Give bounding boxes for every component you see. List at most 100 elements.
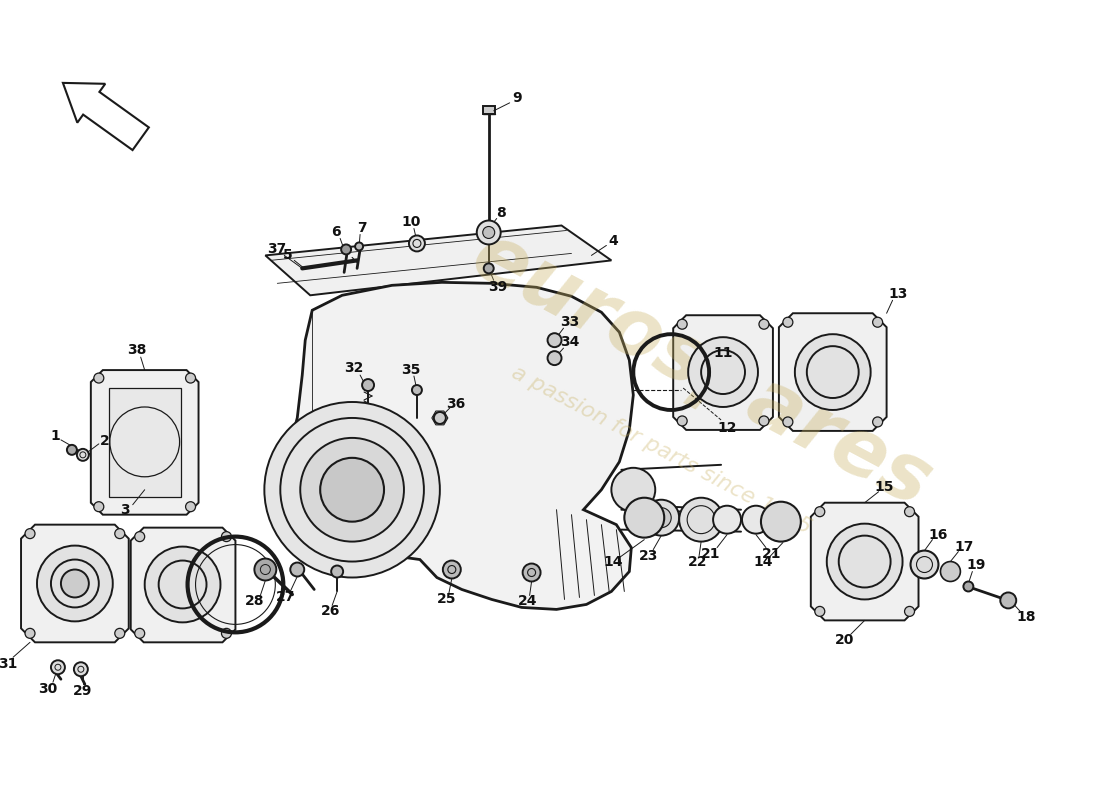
Circle shape bbox=[94, 502, 103, 512]
Text: 10: 10 bbox=[402, 215, 420, 230]
Circle shape bbox=[548, 351, 561, 365]
Circle shape bbox=[827, 524, 903, 599]
Text: 1: 1 bbox=[51, 429, 59, 443]
Bar bbox=[109, 388, 180, 497]
Text: 19: 19 bbox=[967, 558, 986, 571]
Polygon shape bbox=[284, 282, 634, 610]
Circle shape bbox=[548, 333, 561, 347]
Text: 36: 36 bbox=[447, 397, 465, 411]
Circle shape bbox=[625, 498, 664, 538]
Text: 2: 2 bbox=[100, 434, 110, 448]
Circle shape bbox=[761, 502, 801, 542]
Text: 17: 17 bbox=[955, 539, 975, 554]
Circle shape bbox=[320, 458, 384, 522]
Polygon shape bbox=[779, 314, 887, 431]
Text: 34: 34 bbox=[560, 335, 580, 349]
Text: 26: 26 bbox=[320, 605, 340, 618]
Circle shape bbox=[872, 417, 882, 427]
Polygon shape bbox=[265, 226, 612, 295]
Text: 21: 21 bbox=[762, 546, 782, 561]
Circle shape bbox=[872, 318, 882, 327]
Text: 9: 9 bbox=[512, 91, 521, 105]
Text: 24: 24 bbox=[518, 594, 538, 609]
Circle shape bbox=[783, 318, 793, 327]
Text: 18: 18 bbox=[1016, 610, 1036, 624]
Circle shape bbox=[679, 498, 723, 542]
Circle shape bbox=[815, 606, 825, 616]
Circle shape bbox=[221, 628, 231, 638]
Circle shape bbox=[476, 221, 501, 245]
Text: eurospares: eurospares bbox=[458, 216, 944, 524]
Polygon shape bbox=[91, 370, 198, 514]
Circle shape bbox=[37, 546, 113, 622]
Text: 16: 16 bbox=[928, 528, 948, 542]
Text: 4: 4 bbox=[608, 234, 618, 249]
Circle shape bbox=[1000, 593, 1016, 609]
Text: 30: 30 bbox=[39, 682, 57, 696]
Circle shape bbox=[300, 438, 404, 542]
Circle shape bbox=[411, 385, 422, 395]
Text: 3: 3 bbox=[120, 502, 130, 517]
Text: 28: 28 bbox=[244, 594, 264, 609]
Text: 31: 31 bbox=[0, 658, 18, 671]
Text: a passion for parts since 1985: a passion for parts since 1985 bbox=[508, 362, 814, 538]
Circle shape bbox=[795, 334, 870, 410]
Circle shape bbox=[186, 502, 196, 512]
Circle shape bbox=[522, 563, 540, 582]
Circle shape bbox=[409, 235, 425, 251]
Circle shape bbox=[221, 532, 231, 542]
Circle shape bbox=[290, 562, 305, 577]
Circle shape bbox=[964, 582, 974, 591]
Text: 38: 38 bbox=[126, 343, 146, 357]
Circle shape bbox=[644, 500, 679, 536]
Text: 32: 32 bbox=[344, 361, 364, 375]
Circle shape bbox=[331, 566, 343, 578]
Text: 35: 35 bbox=[402, 363, 420, 377]
Polygon shape bbox=[21, 525, 129, 642]
Polygon shape bbox=[131, 528, 235, 642]
Text: 15: 15 bbox=[874, 480, 894, 494]
Text: 12: 12 bbox=[717, 421, 737, 435]
Circle shape bbox=[134, 628, 145, 638]
Circle shape bbox=[612, 468, 656, 512]
Text: 25: 25 bbox=[437, 593, 456, 606]
Text: 6: 6 bbox=[331, 226, 341, 239]
Circle shape bbox=[904, 606, 914, 616]
Circle shape bbox=[689, 337, 758, 407]
Text: 33: 33 bbox=[560, 315, 579, 330]
Text: 21: 21 bbox=[702, 546, 721, 561]
Circle shape bbox=[134, 532, 145, 542]
Text: 14: 14 bbox=[604, 554, 623, 569]
Text: 14: 14 bbox=[754, 554, 772, 569]
Circle shape bbox=[264, 402, 440, 578]
Text: 11: 11 bbox=[713, 346, 733, 360]
Text: 29: 29 bbox=[74, 684, 92, 698]
Circle shape bbox=[759, 319, 769, 329]
Circle shape bbox=[74, 662, 88, 676]
Circle shape bbox=[940, 562, 960, 582]
Text: 13: 13 bbox=[889, 287, 909, 302]
Text: 37: 37 bbox=[266, 242, 286, 257]
Bar bbox=[483, 106, 495, 114]
Text: 22: 22 bbox=[688, 554, 707, 569]
Circle shape bbox=[341, 245, 351, 254]
Text: 8: 8 bbox=[496, 206, 506, 219]
Text: 7: 7 bbox=[358, 222, 367, 235]
Polygon shape bbox=[811, 502, 918, 620]
Circle shape bbox=[678, 416, 688, 426]
Circle shape bbox=[443, 561, 461, 578]
Circle shape bbox=[94, 373, 103, 383]
Circle shape bbox=[433, 412, 446, 424]
Text: 27: 27 bbox=[276, 590, 295, 605]
Circle shape bbox=[77, 449, 89, 461]
Circle shape bbox=[145, 546, 220, 622]
Circle shape bbox=[759, 416, 769, 426]
Text: 5: 5 bbox=[283, 249, 293, 262]
Circle shape bbox=[484, 263, 494, 274]
Circle shape bbox=[362, 379, 374, 391]
Text: 23: 23 bbox=[639, 549, 658, 562]
Circle shape bbox=[114, 529, 124, 538]
Circle shape bbox=[254, 558, 276, 581]
Circle shape bbox=[678, 319, 688, 329]
Circle shape bbox=[483, 226, 495, 238]
